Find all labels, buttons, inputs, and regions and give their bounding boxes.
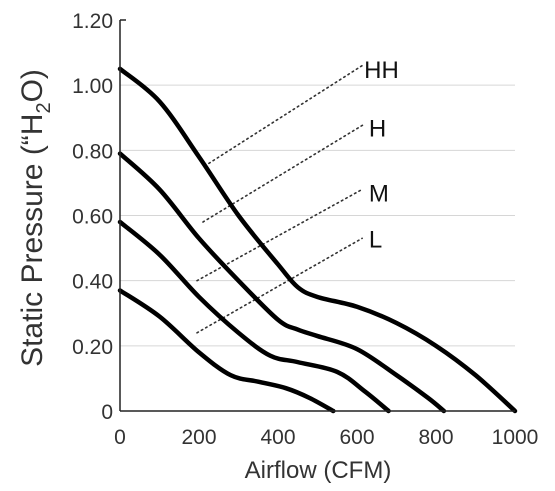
y-axis-title-end: O) (16, 69, 49, 102)
y-tick-label-0.60: 0.60 (72, 206, 113, 229)
y-axis-title-main: Static Pressure (“H (16, 114, 49, 367)
series-line-l (117, 288, 336, 414)
y-tick-labels: 0 0.20 0.40 0.60 0.80 1.00 1.20 (72, 10, 113, 424)
series-line-hh (117, 66, 518, 414)
x-tick-label-600: 600 (339, 426, 374, 449)
x-tick-label-200: 200 (181, 426, 216, 449)
x-tick-label-0: 0 (114, 426, 126, 449)
axes-frame (119, 19, 515, 412)
y-tick-label-0: 0 (101, 401, 113, 424)
reference-line-l (196, 237, 363, 334)
x-tick-label-1000: 1000 (492, 426, 539, 449)
x-tick-label-800: 800 (418, 426, 453, 449)
series-line-m (117, 219, 391, 414)
series-label-m: M (369, 181, 389, 208)
series-label-h: H (369, 116, 386, 143)
y-axis-title-subscript: 2 (33, 102, 55, 113)
series-line-h (117, 151, 447, 414)
reference-line-h (202, 123, 365, 223)
y-tick-label-0.80: 0.80 (72, 140, 113, 163)
fan-curves (117, 66, 518, 414)
y-tick-label-0.20: 0.20 (72, 336, 113, 359)
y-axis-title: Static Pressure (“H2O) (16, 69, 55, 367)
reference-line-hh (208, 64, 363, 165)
y-tick-label-0.40: 0.40 (72, 271, 113, 294)
series-label-hh: HH (364, 57, 399, 84)
y-tick-label-1.00: 1.00 (72, 75, 113, 98)
x-tick-label-400: 400 (260, 426, 295, 449)
series-label-l: L (369, 226, 382, 253)
dotted-reference-lines (196, 64, 365, 334)
x-tick-labels: 0 200 400 600 800 1000 (114, 426, 538, 449)
y-tick-label-1.20: 1.20 (72, 10, 113, 33)
x-axis-title: Airflow (CFM) (245, 457, 392, 484)
